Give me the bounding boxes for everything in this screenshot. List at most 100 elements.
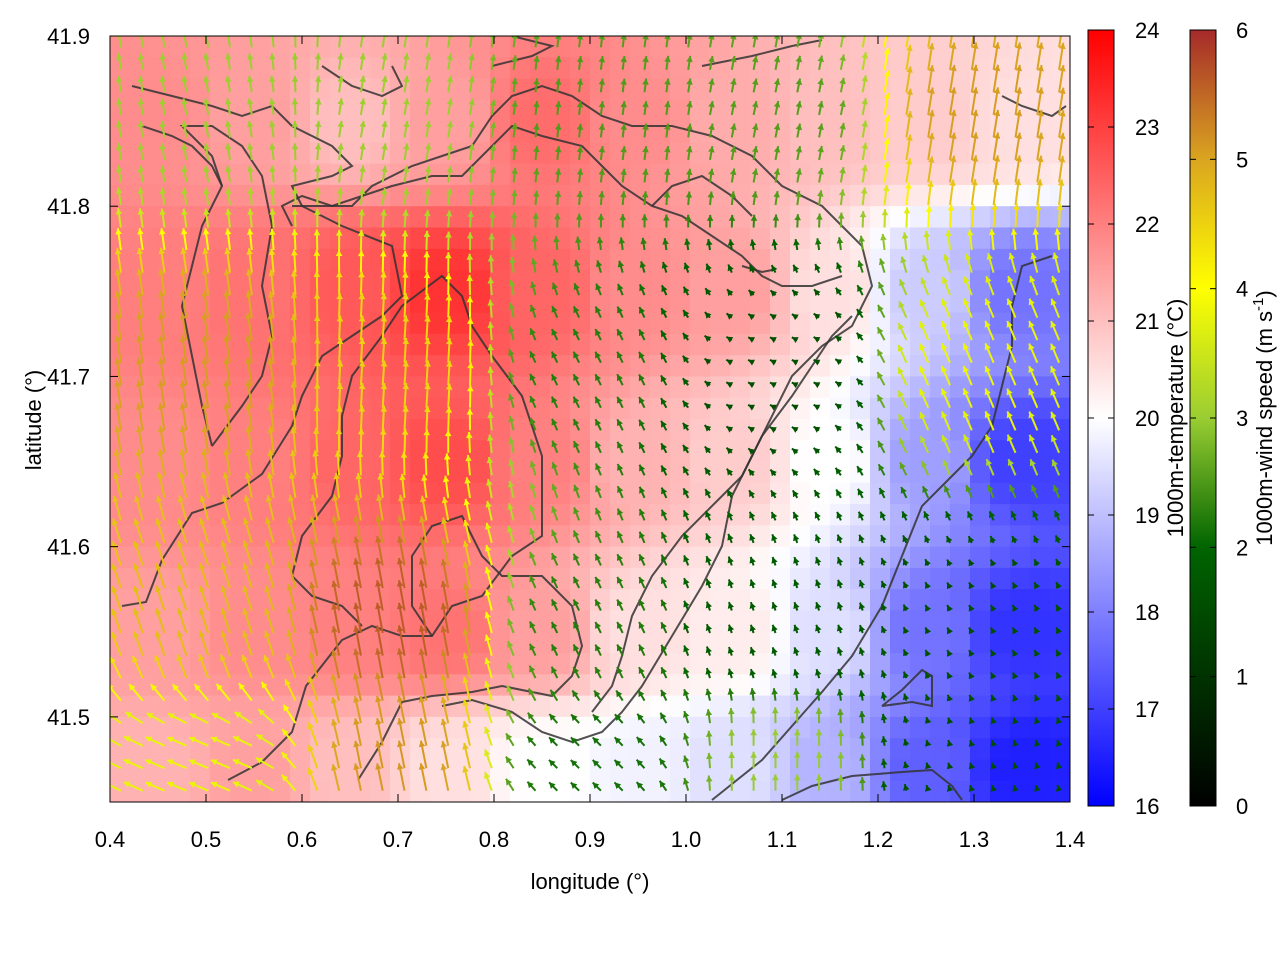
heatmap-cell bbox=[230, 653, 251, 675]
contour-line bbox=[491, 36, 555, 67]
wind-arrow-head bbox=[903, 627, 910, 634]
wind-arrow-head bbox=[965, 485, 972, 493]
wind-arrow-head bbox=[463, 498, 470, 506]
wind-arrow-head bbox=[748, 469, 755, 476]
heatmap-cell bbox=[870, 376, 891, 399]
wind-arrow-head bbox=[573, 283, 580, 291]
heatmap-cell bbox=[1050, 780, 1070, 802]
wind-arrow-head bbox=[529, 598, 536, 606]
wind-arrow-head bbox=[511, 190, 518, 197]
wind-arrow-head bbox=[1008, 253, 1015, 260]
wind-arrow-head bbox=[771, 512, 778, 519]
wind-arrow-head bbox=[664, 101, 671, 108]
wind-arrow-head bbox=[682, 778, 690, 785]
wind-arrow-head bbox=[1052, 252, 1059, 260]
wind-arrow-head bbox=[616, 690, 623, 698]
wind-arrow-head bbox=[919, 299, 926, 307]
wind-arrow-head bbox=[1050, 411, 1057, 419]
wind-arrow-head bbox=[155, 608, 162, 616]
wind-arrow-head bbox=[1029, 276, 1036, 283]
wind-arrow-head bbox=[879, 487, 886, 495]
wind-arrow-head bbox=[770, 314, 777, 321]
wind-arrow-head bbox=[641, 191, 649, 198]
y-tick-label: 41.7 bbox=[47, 364, 90, 389]
heatmap-cell bbox=[470, 57, 491, 80]
wind-arrow-head bbox=[146, 713, 154, 719]
heatmap-cell bbox=[890, 57, 911, 80]
wind-arrow-head bbox=[1034, 785, 1041, 792]
heatmap-cell bbox=[970, 738, 991, 761]
wind-arrow-head bbox=[1059, 65, 1066, 72]
wind-arrow-head bbox=[727, 668, 734, 676]
wind-arrow-head bbox=[150, 684, 158, 691]
wind-arrow-shaft bbox=[599, 36, 604, 48]
heatmap-cell bbox=[610, 312, 631, 335]
heatmap-cell bbox=[370, 99, 391, 122]
heatmap-cell bbox=[810, 567, 831, 590]
heatmap-cell bbox=[610, 695, 631, 718]
heatmap-cell bbox=[130, 589, 151, 612]
wind-arrow-head bbox=[900, 256, 907, 264]
wind-arrow-head bbox=[399, 473, 406, 481]
heatmap-cell bbox=[690, 546, 711, 569]
heatmap-cell bbox=[270, 589, 291, 612]
heatmap-cell bbox=[530, 780, 551, 802]
heatmap-cell bbox=[850, 674, 871, 697]
wind-arrow-head bbox=[246, 248, 253, 255]
wind-arrow-shaft bbox=[1036, 36, 1041, 48]
wind-arrow-head bbox=[618, 237, 626, 244]
wind-arrow-head bbox=[159, 187, 167, 195]
wind-arrow-head bbox=[462, 743, 469, 750]
wind-arrow-head bbox=[529, 482, 536, 490]
heatmap-cell bbox=[650, 695, 671, 718]
wind-arrow-head bbox=[551, 374, 558, 381]
heatmap-cell bbox=[390, 504, 411, 526]
heatmap-cell bbox=[390, 546, 411, 569]
wind-arrow-head bbox=[1034, 694, 1041, 702]
wind-arrow-head bbox=[619, 214, 627, 221]
heatmap-cell bbox=[830, 567, 851, 590]
wind-arrow-head bbox=[815, 624, 822, 632]
wind-arrow-head bbox=[376, 494, 383, 501]
wind-arrow-head bbox=[884, 92, 891, 99]
heatmap-cell bbox=[930, 695, 951, 718]
wind-arrow-head bbox=[941, 298, 948, 306]
wind-arrow-head bbox=[135, 449, 143, 456]
wind-arrow-head bbox=[928, 133, 935, 140]
heatmap-cell bbox=[110, 653, 131, 675]
heatmap-cell bbox=[1010, 461, 1031, 484]
heatmap-cell bbox=[530, 482, 551, 505]
wind-arrow-head bbox=[595, 599, 601, 607]
x-tick-label: 1.4 bbox=[1055, 827, 1086, 852]
wind-arrow-head bbox=[155, 563, 162, 571]
heatmap-cell bbox=[150, 461, 171, 484]
heatmap-cell bbox=[750, 121, 771, 143]
wind-arrow-head bbox=[836, 624, 844, 632]
heatmap-cell bbox=[370, 248, 391, 271]
heatmap-cell bbox=[470, 546, 491, 569]
wind-arrow-head bbox=[508, 349, 515, 357]
heatmap-cell bbox=[370, 142, 391, 165]
heatmap-cell bbox=[330, 227, 351, 250]
wind-arrow-head bbox=[856, 422, 863, 430]
wind-arrow-head bbox=[636, 759, 644, 767]
heatmap-cell bbox=[230, 121, 251, 143]
wind-arrow-head bbox=[307, 744, 314, 752]
heatmap-cell bbox=[370, 57, 391, 80]
wind-arrow-head bbox=[795, 78, 803, 86]
wind-arrow-head bbox=[706, 214, 714, 221]
wind-arrow-head bbox=[839, 123, 846, 130]
heatmap-cell bbox=[810, 397, 831, 420]
heatmap-cell bbox=[630, 376, 651, 399]
wind-arrow-head bbox=[489, 54, 497, 61]
wind-arrow-head bbox=[241, 655, 248, 662]
heatmap-cell bbox=[1050, 504, 1070, 526]
wind-arrow-head bbox=[137, 187, 145, 194]
heatmap-cell bbox=[710, 355, 731, 378]
heatmap-cell bbox=[130, 163, 151, 186]
heatmap-cell bbox=[250, 142, 271, 165]
wind-arrow-head bbox=[660, 375, 667, 383]
wind-arrow-head bbox=[749, 490, 755, 498]
